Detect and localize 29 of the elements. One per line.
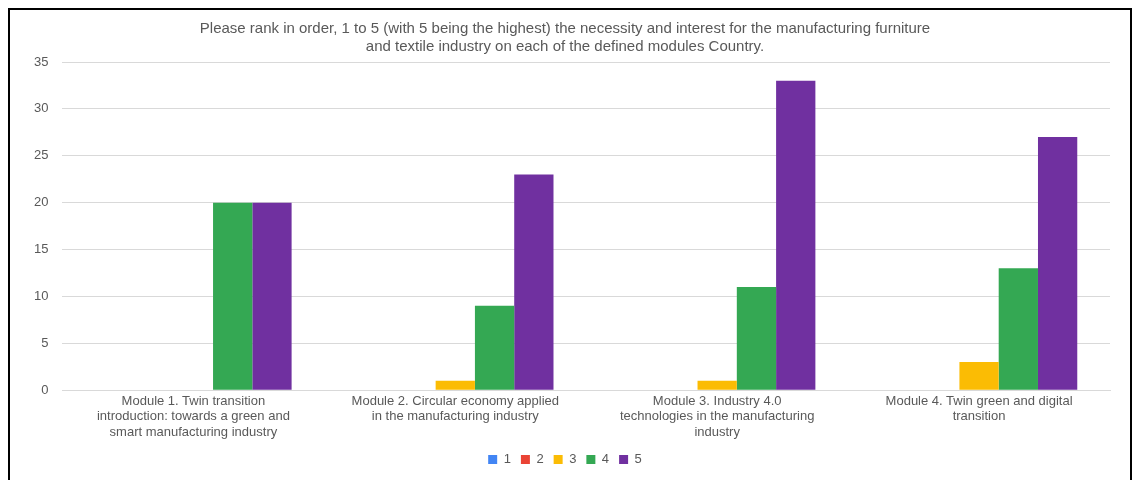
bar (736, 287, 777, 390)
bar (697, 380, 737, 390)
y-tick-label: 5 (41, 334, 49, 350)
x-tick-label: Module 4. Twin green and digital transition (885, 392, 1073, 424)
bar (776, 80, 816, 390)
y-tick-label: 25 (33, 147, 49, 163)
y-tick-label: 0 (41, 381, 49, 397)
legend-label: 1 (503, 451, 511, 467)
bar (998, 268, 1038, 390)
bar (213, 202, 253, 390)
y-tick-label: 15 (33, 241, 49, 257)
legend-label: 2 (536, 451, 544, 467)
legend-label: 5 (634, 451, 642, 467)
y-tick-label: 30 (33, 100, 49, 116)
x-tick-label: Module 1. Twin transition introduction: towards a green and smart manufacturing industry (96, 392, 290, 439)
legend-label: 3 (569, 451, 577, 467)
x-tick-label: Module 2. Circular economy applied in the manufacturing industry (351, 392, 559, 424)
y-tick-label: 35 (33, 53, 49, 69)
bar (435, 380, 475, 390)
bar (474, 305, 515, 390)
chart-title: Please rank in order, 1 to 5 (with 5 being the highest) the necessity and interest for the manufacturing furniture and textile industry on each of the defined modules Country. (199, 19, 931, 55)
x-tick-label: Module 3. Industry 4.0 technologies in the manufacturing industry (619, 392, 815, 439)
y-tick-label: 20 (33, 194, 49, 210)
bar (252, 202, 292, 390)
bar (959, 362, 999, 390)
bar (514, 174, 554, 390)
y-tick-label: 10 (33, 288, 49, 304)
legend-label: 4 (601, 451, 610, 467)
bar (1037, 137, 1078, 390)
